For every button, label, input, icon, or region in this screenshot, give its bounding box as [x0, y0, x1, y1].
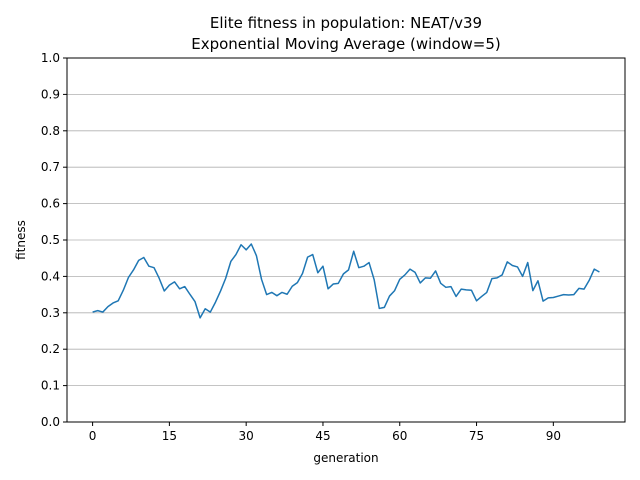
y-tick-label: 0.2 — [41, 342, 60, 356]
y-axis-ticks: 0.0 0.1 0.2 0.3 0.4 0.5 0.6 0.7 0.8 0.9 1.0 — [41, 51, 67, 429]
y-axis-label: fitness — [14, 220, 28, 260]
chart-title: Elite fitness in population: NEAT/v39 — [210, 14, 482, 32]
x-tick-label: 45 — [315, 429, 330, 443]
x-tick-label: 0 — [89, 429, 97, 443]
x-axis-ticks: 0 15 30 45 60 75 90 — [89, 422, 561, 443]
y-tick-label: 0.8 — [41, 124, 60, 138]
x-tick-label: 75 — [469, 429, 484, 443]
y-tick-label: 0.1 — [41, 379, 60, 393]
y-tick-label: 0.5 — [41, 233, 60, 247]
chart-subtitle: Exponential Moving Average (window=5) — [191, 35, 501, 53]
y-tick-label: 0.6 — [41, 197, 60, 211]
series-line — [92, 243, 600, 319]
x-tick-label: 30 — [239, 429, 254, 443]
y-tick-label: 1.0 — [41, 51, 60, 65]
y-tick-label: 0.0 — [41, 415, 60, 429]
y-tick-label: 0.9 — [41, 87, 60, 101]
x-tick-label: 60 — [392, 429, 407, 443]
plot-frame — [66, 57, 626, 423]
y-tick-label: 0.7 — [41, 160, 60, 174]
y-tick-label: 0.4 — [41, 269, 60, 283]
x-tick-label: 90 — [546, 429, 561, 443]
y-tick-label: 0.3 — [41, 306, 60, 320]
x-axis-label: generation — [313, 451, 378, 465]
x-tick-label: 15 — [162, 429, 177, 443]
